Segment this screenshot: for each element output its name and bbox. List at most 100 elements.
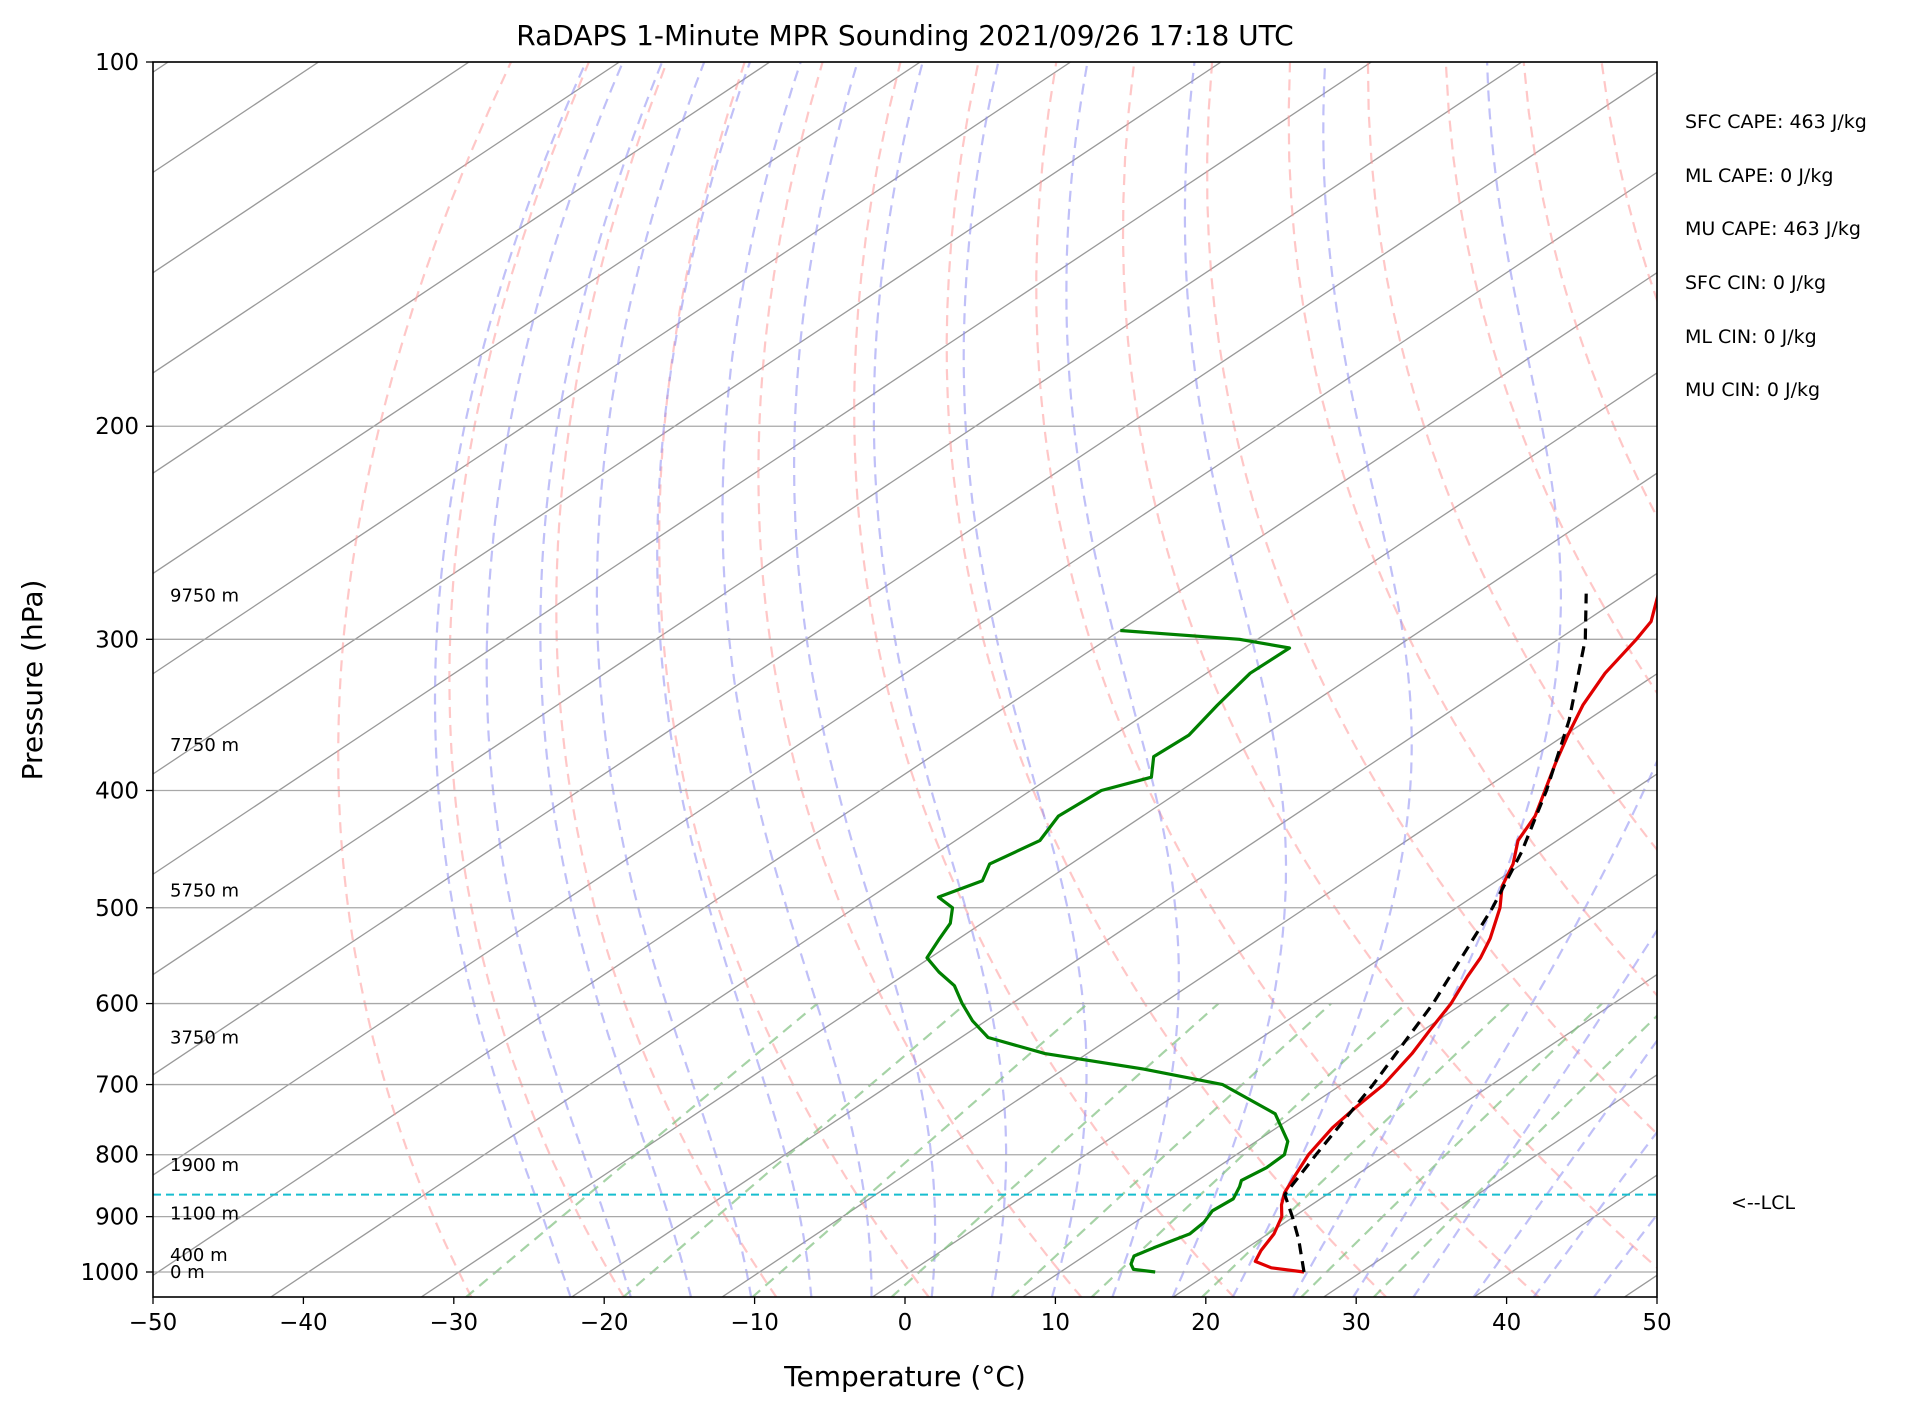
isotherm <box>871 773 1657 1297</box>
height-label: 7750 m <box>170 735 239 756</box>
isotherm <box>153 62 1372 876</box>
isotherm <box>1322 1074 1657 1297</box>
x-axis-ticks: −50 −40 −30 −20 −10 0 10 20 30 40 50 <box>129 1297 1672 1336</box>
moist-adiabat <box>1291 62 1563 1297</box>
y-axis-label: Pressure (hPa) <box>16 580 49 781</box>
y-tick-label: 300 <box>95 627 139 653</box>
moist-adiabat <box>1412 928 1657 1297</box>
dry-adiabat <box>1035 62 1541 1297</box>
dry-adiabat <box>1287 62 1657 997</box>
index-sfc-cape: SFC CAPE: 463 J/kg <box>1685 111 1867 133</box>
y-tick-label: 800 <box>95 1143 139 1169</box>
x-tick-label: −20 <box>580 1310 629 1336</box>
mixing-ratio-line <box>1299 1002 1603 1297</box>
y-tick-label: 400 <box>95 778 139 804</box>
isotherm <box>153 62 921 575</box>
dry-adiabat <box>1522 62 1657 520</box>
isotherm <box>1623 1274 1657 1297</box>
isotherm <box>1172 973 1657 1297</box>
index-ml-cin: ML CIN: 0 J/kg <box>1685 326 1817 348</box>
height-label: 1100 m <box>170 1204 239 1225</box>
y-tick-label: 100 <box>95 50 139 76</box>
isotherm <box>269 372 1657 1297</box>
moist-adiabat <box>595 62 753 1297</box>
mixing-ratio-line <box>1010 1002 1332 1297</box>
x-tick-label: −10 <box>730 1310 779 1336</box>
x-tick-label: 20 <box>1191 1310 1220 1336</box>
parcel-path-line <box>1283 593 1588 1273</box>
isotherm <box>153 62 1222 775</box>
isotherm <box>720 672 1657 1297</box>
x-tick-label: 50 <box>1642 1310 1671 1336</box>
moist-adiabat <box>1532 1130 1657 1297</box>
lcl-label: <--LCL <box>1731 1192 1795 1214</box>
x-tick-label: −30 <box>430 1310 479 1336</box>
isotherm <box>153 62 620 374</box>
y-tick-label: 200 <box>95 414 139 440</box>
series-layer <box>153 593 1657 1274</box>
moist-adiabat <box>872 62 1008 1297</box>
dry-adiabat <box>757 62 1083 1297</box>
dry-adiabat <box>1680 62 1911 1298</box>
isotherm <box>1021 873 1657 1297</box>
y-tick-label: 700 <box>95 1073 139 1099</box>
height-label: 9750 m <box>170 586 239 607</box>
dewpoint-line <box>925 628 1292 1274</box>
y-tick-label: 600 <box>95 992 139 1018</box>
height-label: 3750 m <box>170 1027 239 1048</box>
moist-adiabat <box>656 62 813 1297</box>
dry-adiabat <box>1206 62 1657 1136</box>
mixing-ratio-line <box>621 1002 967 1297</box>
x-tick-label: −40 <box>279 1310 328 1336</box>
index-sfc-cin: SFC CIN: 0 J/kg <box>1685 272 1826 294</box>
y-tick-label: 500 <box>95 896 139 922</box>
y-tick-label: 900 <box>95 1205 139 1231</box>
moist-adiabat <box>1065 62 1180 1297</box>
x-tick-label: 30 <box>1342 1310 1371 1336</box>
plot-frame <box>152 61 1658 1298</box>
isotherm <box>153 62 1071 675</box>
isotherm <box>153 171 1657 1176</box>
isotherm <box>153 71 1657 1076</box>
moist-adiabat <box>485 62 632 1297</box>
moist-adiabat <box>433 62 587 1297</box>
isotherm <box>153 271 1657 1277</box>
dry-adiabat <box>448 62 626 1297</box>
height-label: 1900 m <box>170 1155 239 1176</box>
pressure-gridlines <box>153 61 1657 1273</box>
temperature-line <box>1253 593 1657 1274</box>
isotherm <box>153 62 470 274</box>
isotherm <box>153 62 771 474</box>
x-tick-label: 0 <box>898 1310 913 1336</box>
dry-adiabat <box>1444 62 1657 695</box>
height-label: 0 m <box>170 1262 205 1283</box>
moist-adiabat <box>1231 62 1413 1297</box>
isotherm <box>570 572 1657 1297</box>
mixing-ratio-line <box>1372 1014 1657 1297</box>
x-tick-label: −50 <box>129 1310 178 1336</box>
dry-adiabat <box>853 62 1236 1297</box>
indices-panel: SFC CAPE: 463 J/kg ML CAPE: 0 J/kg MU CA… <box>1685 111 1867 401</box>
dry-adiabat <box>337 62 513 1297</box>
x-tick-label: 10 <box>1041 1310 1070 1336</box>
mixing-ratio-line <box>890 1002 1220 1297</box>
isotherm <box>153 62 1523 976</box>
dry-adiabat <box>1835 62 1911 1298</box>
y-axis-ticks: 100 200 300 400 500 600 700 800 900 1000 <box>80 50 153 1286</box>
dry-adiabat <box>945 62 1388 1297</box>
moist-adiabat <box>539 62 693 1297</box>
x-axis-label: Temperature (°C) <box>783 1360 1026 1393</box>
mixing-ratio-line <box>751 1002 1089 1297</box>
moist-adiabat <box>1171 62 1288 1297</box>
isotherm <box>420 472 1657 1297</box>
index-ml-cape: ML CAPE: 0 J/kg <box>1685 165 1833 187</box>
dry-adiabat <box>1366 62 1657 852</box>
dry-adiabat <box>1757 62 1911 1298</box>
y-tick-label: 1000 <box>80 1260 139 1286</box>
height-label: 5750 m <box>170 881 239 902</box>
dry-adiabat <box>1121 62 1657 1270</box>
index-mu-cape: MU CAPE: 463 J/kg <box>1685 218 1861 240</box>
dry-adiabat <box>555 62 778 1297</box>
